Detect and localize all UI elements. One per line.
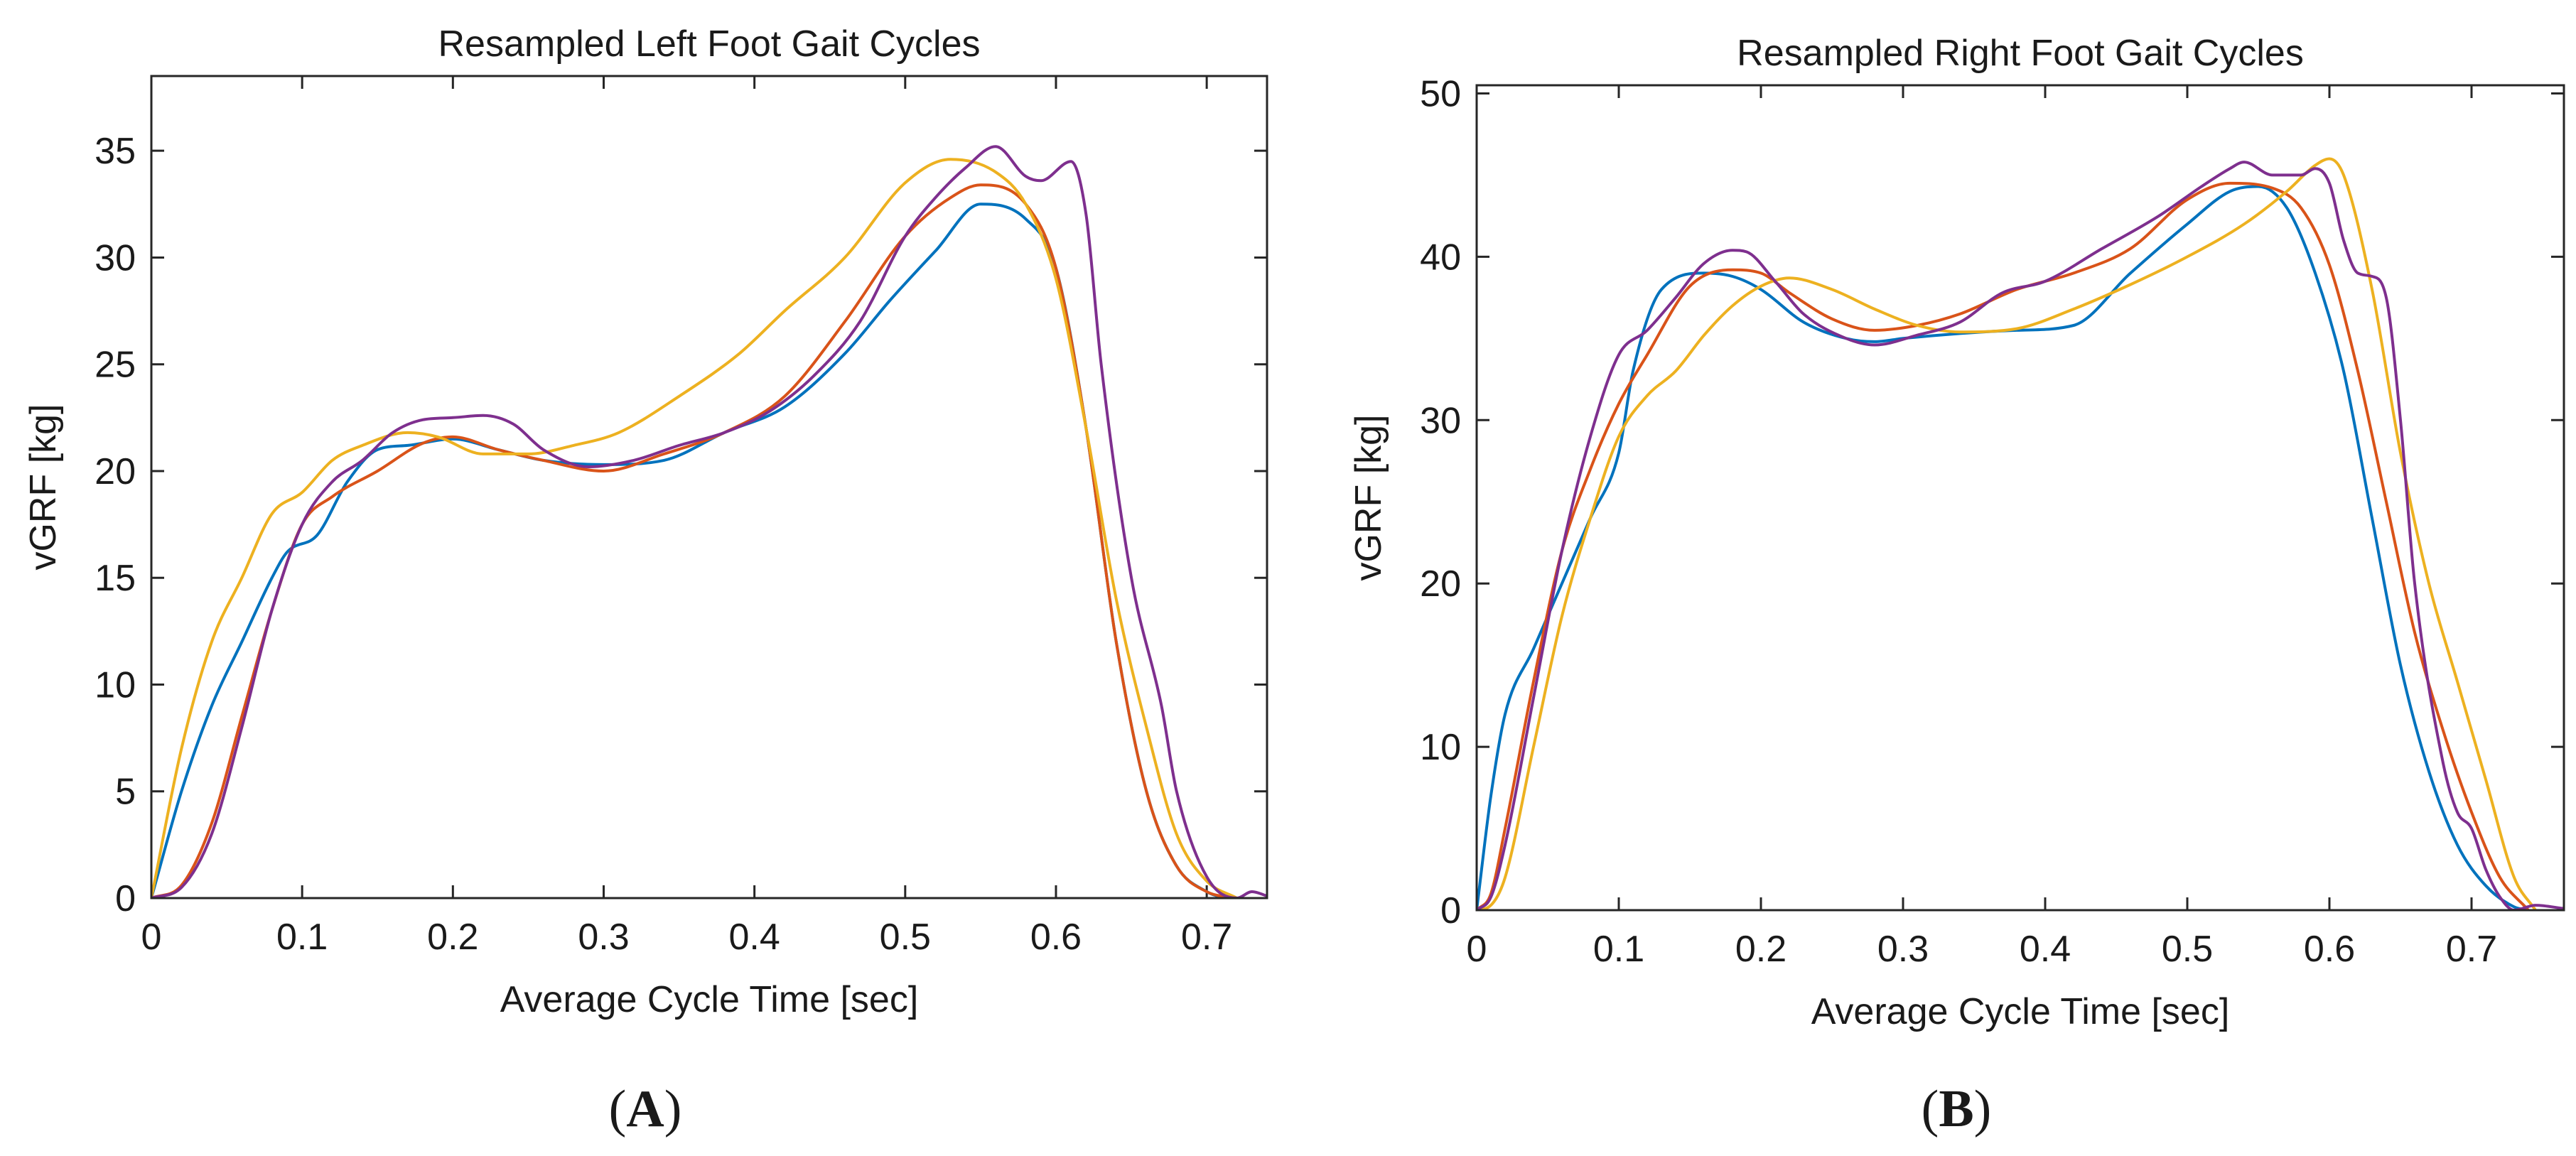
x-tick-label: 0 <box>1467 929 1487 970</box>
y-tick-label: 30 <box>1420 400 1461 441</box>
y-tick-label: 25 <box>95 345 136 386</box>
y-tick-label: 30 <box>95 237 136 279</box>
chart-title: Resampled Right Foot Gait Cycles <box>1737 33 2304 74</box>
x-tick-label: 0.3 <box>578 917 629 958</box>
y-tick-label: 15 <box>95 558 136 599</box>
y-tick-label: 20 <box>95 451 136 492</box>
x-tick-label: 0.1 <box>276 917 328 958</box>
y-tick-label: 10 <box>95 664 136 706</box>
y-tick-label: 0 <box>115 878 136 919</box>
y-axis-label: vGRF [kg] <box>23 404 64 570</box>
y-tick-label: 20 <box>1420 563 1461 605</box>
x-tick-label: 0.5 <box>880 917 931 958</box>
x-tick-label: 0.2 <box>1735 929 1787 970</box>
y-tick-label: 5 <box>115 772 136 813</box>
x-tick-label: 0.7 <box>1181 917 1232 958</box>
chart-right-foot: Resampled Right Foot Gait Cycles 0 0.1 0.2… <box>1348 33 2565 1032</box>
y-tick-label: 40 <box>1420 237 1461 278</box>
y-tick-label: 50 <box>1420 73 1461 114</box>
x-tick-label: 0.3 <box>1877 929 1929 970</box>
x-tick-label: 0.5 <box>2162 929 2213 970</box>
x-tick-label: 0 <box>141 917 162 958</box>
panel-label-close: ) <box>664 1080 682 1138</box>
panel-label-b: (B) <box>1922 1080 1992 1138</box>
plot-frame <box>1475 84 2565 912</box>
series-line-purple <box>151 145 1267 898</box>
series-group <box>1477 157 2564 910</box>
panel-label-open: ( <box>609 1080 627 1138</box>
panel-label-close: ) <box>1974 1080 1992 1138</box>
y-tick-label: 0 <box>1440 890 1461 931</box>
ticks-group: 0 0.1 0.2 0.3 0.4 0.5 0.6 0.7 0 5 10 15 20 25 30 35 <box>95 76 1267 958</box>
y-axis-label: vGRF [kg] <box>1348 414 1389 580</box>
x-tick-label: 0.4 <box>2020 929 2071 970</box>
x-tick-label: 0.7 <box>2446 929 2497 970</box>
x-tick-label: 0.6 <box>2304 929 2355 970</box>
panel-label-open: ( <box>1922 1080 1939 1138</box>
series-group <box>151 145 1267 898</box>
series-line-purple <box>1477 161 2564 910</box>
panel-label-letter: B <box>1939 1080 1973 1138</box>
y-tick-label: 10 <box>1420 727 1461 768</box>
x-tick-label: 0.4 <box>729 917 780 958</box>
x-tick-label: 0.1 <box>1593 929 1644 970</box>
series-line-yellow <box>151 158 1238 898</box>
chart-left-foot: Resampled Left Foot Gait Cycles 0 0.1 0.2 0… <box>23 23 1268 1020</box>
plot-frame <box>150 75 1268 900</box>
panel-label-letter: A <box>626 1080 664 1138</box>
x-tick-label: 0.6 <box>1030 917 1082 958</box>
panel-label-a: (A) <box>609 1080 682 1138</box>
x-tick-label: 0.2 <box>427 917 478 958</box>
x-axis-label: Average Cycle Time [sec] <box>1811 991 2230 1032</box>
x-axis-label: Average Cycle Time [sec] <box>500 979 919 1020</box>
chart-title: Resampled Left Foot Gait Cycles <box>438 23 981 65</box>
y-tick-label: 35 <box>95 131 136 172</box>
